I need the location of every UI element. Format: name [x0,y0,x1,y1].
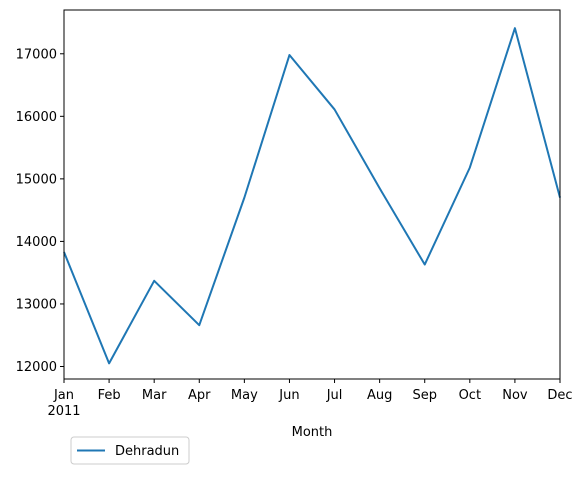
x-tick-label: Oct [459,388,481,403]
legend-label: Dehradun [115,444,179,459]
x-tick-label: Apr [188,388,211,403]
x-tick-label: Nov [502,388,528,403]
axes-frame [64,10,560,379]
x-tick-label: Dec [547,388,572,403]
x-year-label: 2011 [47,404,80,419]
x-tick-label: Sep [412,388,437,403]
x-axis-title: Month [292,425,333,440]
y-tick-label: 14000 [16,235,57,250]
x-tick-label: Feb [98,388,121,403]
series-layer [64,28,560,363]
y-tick-label: 17000 [16,47,57,62]
x-axis: Jan Feb Mar Apr May Jun Jul Aug Sep Oct Nov Dec 2011 [47,379,572,419]
x-tick-label: Jul [326,388,343,403]
y-axis: 12000 13000 14000 15000 16000 17000 [16,47,64,375]
x-tick-label: Aug [367,388,392,403]
y-tick-label: 12000 [16,360,57,375]
y-tick-label: 15000 [16,172,57,187]
series-line-0 [64,28,560,363]
x-tick-label: Mar [142,388,167,403]
x-tick-label: Jan [53,388,74,403]
x-tick-label: Jun [278,388,299,403]
y-tick-label: 16000 [16,110,57,125]
legend: Dehradun [71,437,189,464]
x-tick-label: May [231,388,258,403]
y-tick-label: 13000 [16,297,57,312]
